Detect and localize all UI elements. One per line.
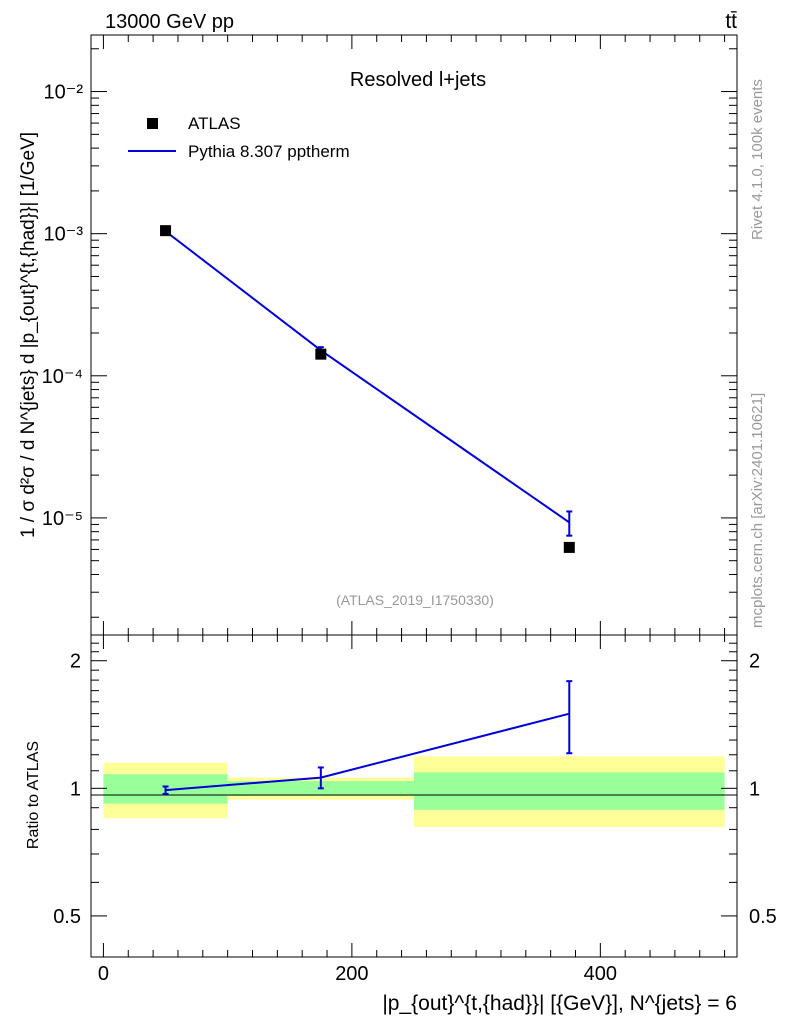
ratio-y-tick-label-right: 2 bbox=[749, 651, 760, 673]
x-tick-label: 200 bbox=[335, 963, 368, 985]
main-y-tick-labels: 10⁻² 10⁻³ 10⁻⁴ 10⁻⁵ bbox=[42, 82, 84, 530]
ratio-y-tick-label-right: 0.5 bbox=[749, 906, 777, 928]
process-label: tt̄ bbox=[725, 10, 737, 33]
x-axis-label: |p_{out}^{t,{had}}| [{GeV}], N^{jets} = … bbox=[382, 992, 737, 1015]
ratio-y-tick-label-right: 1 bbox=[749, 778, 760, 800]
main-title: Resolved l+jets bbox=[350, 69, 486, 91]
atlas-data-point bbox=[563, 541, 575, 553]
analysis-watermark: (ATLAS_2019_I1750330) bbox=[336, 592, 494, 608]
x-tick-labels: 0 200 400 bbox=[98, 963, 617, 985]
collider-label: 13000 GeV pp bbox=[105, 11, 234, 33]
ratio-y-tick-label: 1 bbox=[70, 778, 81, 800]
atlas-data-point bbox=[160, 225, 172, 237]
main-y-tick-label: 10⁻² bbox=[44, 82, 84, 104]
legend-data-label: ATLAS bbox=[188, 114, 241, 133]
mcplots-label: mcplots.cern.ch [arXiv:2401.10621] bbox=[749, 393, 766, 628]
main-y-tick-label: 10⁻⁵ bbox=[42, 508, 83, 530]
ratio-band-inner bbox=[414, 772, 725, 810]
ratio-y-tick-label: 0.5 bbox=[53, 906, 81, 928]
rivet-label: Rivet 4.1.0, 100k events bbox=[749, 79, 766, 240]
main-axis-ticks bbox=[91, 35, 737, 635]
main-y-tick-label: 10⁻⁴ bbox=[42, 366, 83, 388]
atlas-data-point bbox=[315, 348, 327, 360]
main-y-axis-label: 1 / σ d²σ / d N^{jets} d |p_{out}^{t,{ha… bbox=[18, 132, 39, 538]
ratio-uncertainty-bands bbox=[103, 756, 725, 828]
ratio-data-marks bbox=[162, 680, 573, 795]
main-panel: 10⁻² 10⁻³ 10⁻⁴ 10⁻⁵ Resolved l+jets (ATLAS_… bbox=[18, 34, 738, 636]
ratio-y-axis-label: Ratio to ATLAS bbox=[25, 741, 42, 849]
ratio-axis-ticks bbox=[91, 634, 737, 958]
ratio-frame bbox=[90, 634, 738, 958]
ratio-panel: 2 2 1 1 0.5 0.5 0 200 400 Ratio to ATLAS |p_{ou… bbox=[25, 634, 777, 1015]
ratio-y-tick-label: 2 bbox=[70, 651, 81, 673]
mc-series-line bbox=[164, 230, 570, 524]
main-y-tick-label: 10⁻³ bbox=[44, 224, 84, 246]
legend-mc-label: Pythia 8.307 pptherm bbox=[188, 142, 350, 161]
x-tick-label: 400 bbox=[584, 963, 617, 985]
x-tick-label: 0 bbox=[98, 963, 109, 985]
main-data-marks bbox=[160, 225, 575, 553]
legend-data-marker bbox=[147, 118, 158, 129]
ratio-y-tick-labels: 2 2 1 1 0.5 0.5 bbox=[53, 651, 777, 928]
